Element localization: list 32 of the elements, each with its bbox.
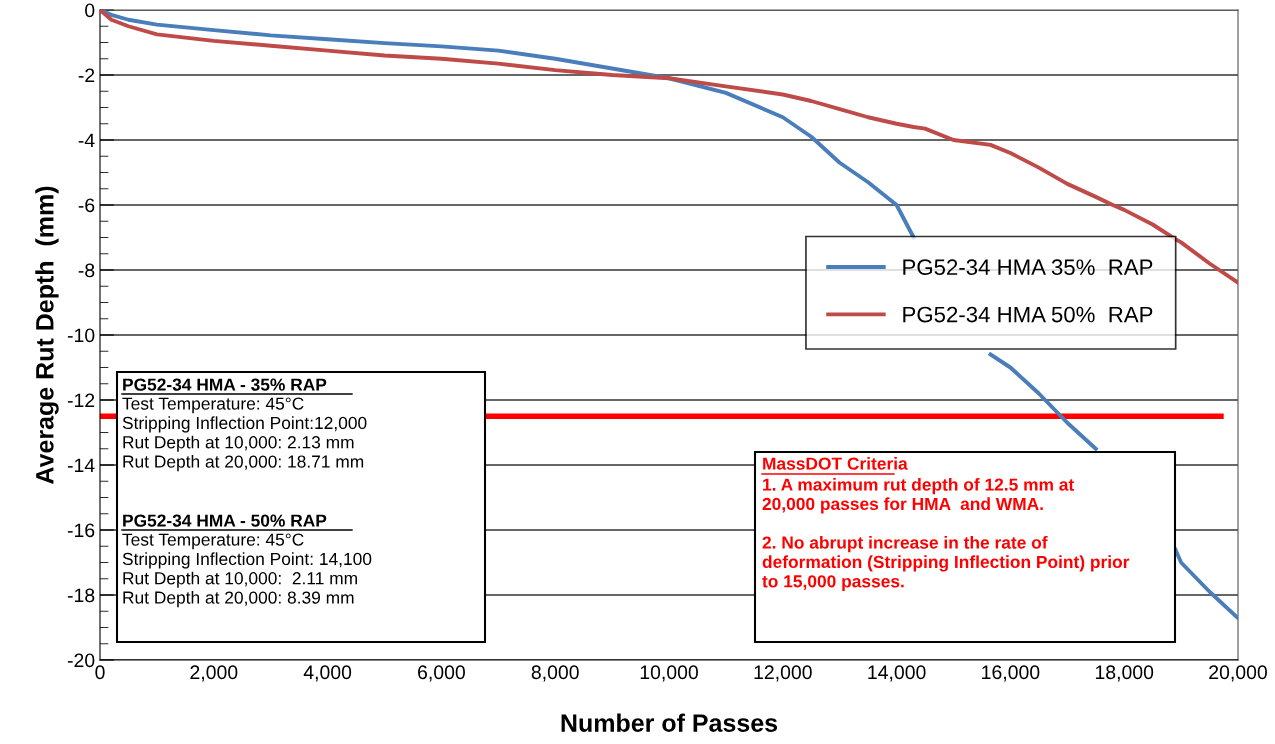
y-tick-label: -20 <box>67 653 95 668</box>
annotation: Test Temperature: 45°C Stripping Inflection Point: 14,100 Rut Depth at 10,000: 2.11 mm Rut Depth at 20,000: 8.39 mm <box>122 533 372 608</box>
annotation: PG52-34 HMA - 35% RAP <box>123 378 327 391</box>
x-axis-title: Number of Passes <box>561 713 778 732</box>
x-tick-label: 2,000 <box>190 665 238 682</box>
y-tick-label: -6 <box>78 198 95 213</box>
annotation: PG52-34 HMA - 50% RAP <box>123 514 327 527</box>
y-tick-label: -14 <box>67 458 95 473</box>
x-tick-label: 8,000 <box>531 665 579 682</box>
x-tick-label: 12,000 <box>754 665 812 682</box>
annotation: Test Temperature: 45°C Stripping Inflection Point:12,000 Rut Depth at 10,000: 2.13 mm Rut Depth at 20,000: 18.71 mm <box>122 397 367 472</box>
x-tick-label: 20,000 <box>1209 665 1267 682</box>
y-tick-label: -12 <box>67 393 95 408</box>
y-tick-label: -18 <box>67 588 95 603</box>
y-tick-label: -10 <box>67 328 95 343</box>
annotation: MassDOT Criteria <box>763 457 908 470</box>
y-tick-label: -2 <box>78 68 95 83</box>
y-axis-title: Average Rut Depth (mm) <box>35 186 59 484</box>
y-tick-label: -16 <box>67 523 95 538</box>
y-tick-label: -8 <box>78 263 95 278</box>
x-tick-label: 16,000 <box>982 665 1040 682</box>
y-tick-label: -4 <box>78 133 95 148</box>
x-tick-label: 4,000 <box>303 665 352 682</box>
x-tick-label: 0 <box>95 665 105 680</box>
x-tick-label: 14,000 <box>868 665 926 682</box>
legend-label: PG52-34 HMA 35% RAP <box>903 259 1153 276</box>
x-tick-label: 6,000 <box>418 665 465 682</box>
y-tick-label: 0 <box>85 3 95 18</box>
text: 1. A maximum rut depth of 12.5 mm at 20,000 passes for HMA and WMA. 2. No abrupt increase in the rate of deformation (Stripping Inflection Point) prior to 15,000 passes. <box>762 478 1130 591</box>
x-tick-label: 18,000 <box>1095 665 1154 682</box>
x-tick-label: 10,000 <box>640 665 698 682</box>
legend-label: PG52-34 HMA 50% RAP <box>903 306 1153 323</box>
